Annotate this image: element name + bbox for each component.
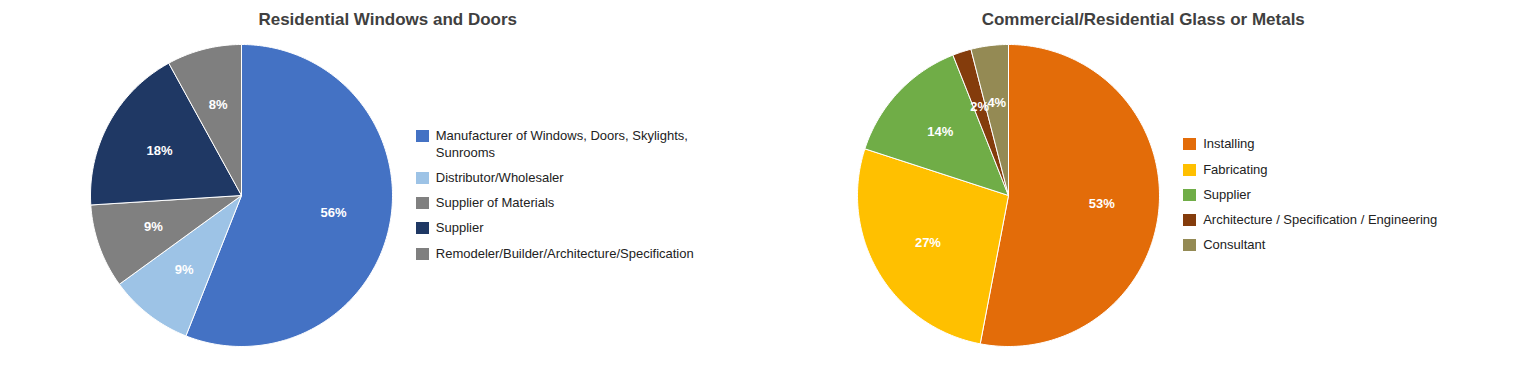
svg-text:56%: 56%	[320, 205, 346, 220]
html-text:Residential Windows and Doors: Residential Windows and Doors	[258, 10, 518, 29]
html-text:Supplier: Supplier	[1203, 186, 1251, 202]
html-text:Distributor/Wholesaler: Distributor/Wholesaler	[435, 169, 564, 185]
html-text:Remodeler/Builder/Architecture: Remodeler/Builder/Architecture/Specifica…	[435, 245, 694, 261]
svg-text:4%: 4%	[988, 95, 1007, 110]
html-text:Commercial/Residential Glass o: Commercial/Residential Glass or Metals	[981, 10, 1305, 29]
svg-text:9%: 9%	[144, 219, 163, 234]
svg-text:18%: 18%	[146, 143, 172, 158]
svg-text:9%: 9%	[174, 262, 193, 277]
html-text:Supplier: Supplier	[435, 220, 484, 236]
html-text:Supplier of Materials: Supplier of Materials	[435, 195, 555, 210]
svg-text:53%: 53%	[1089, 196, 1115, 211]
html-text:Manufacturer of Windows, Doors: Manufacturer of Windows, Doors, Skylight…	[435, 128, 688, 160]
svg-text:27%: 27%	[915, 235, 941, 250]
svg-text:2%: 2%	[970, 98, 990, 114]
html-text:Installing: Installing	[1203, 136, 1255, 152]
html-text:Consultant: Consultant	[1203, 237, 1266, 253]
svg-text:14%: 14%	[927, 124, 953, 139]
html-text:Fabricating: Fabricating	[1203, 161, 1268, 177]
svg-text:8%: 8%	[209, 97, 228, 112]
html-text:Architecture / Specification /: Architecture / Specification / Engineeri…	[1203, 212, 1438, 228]
